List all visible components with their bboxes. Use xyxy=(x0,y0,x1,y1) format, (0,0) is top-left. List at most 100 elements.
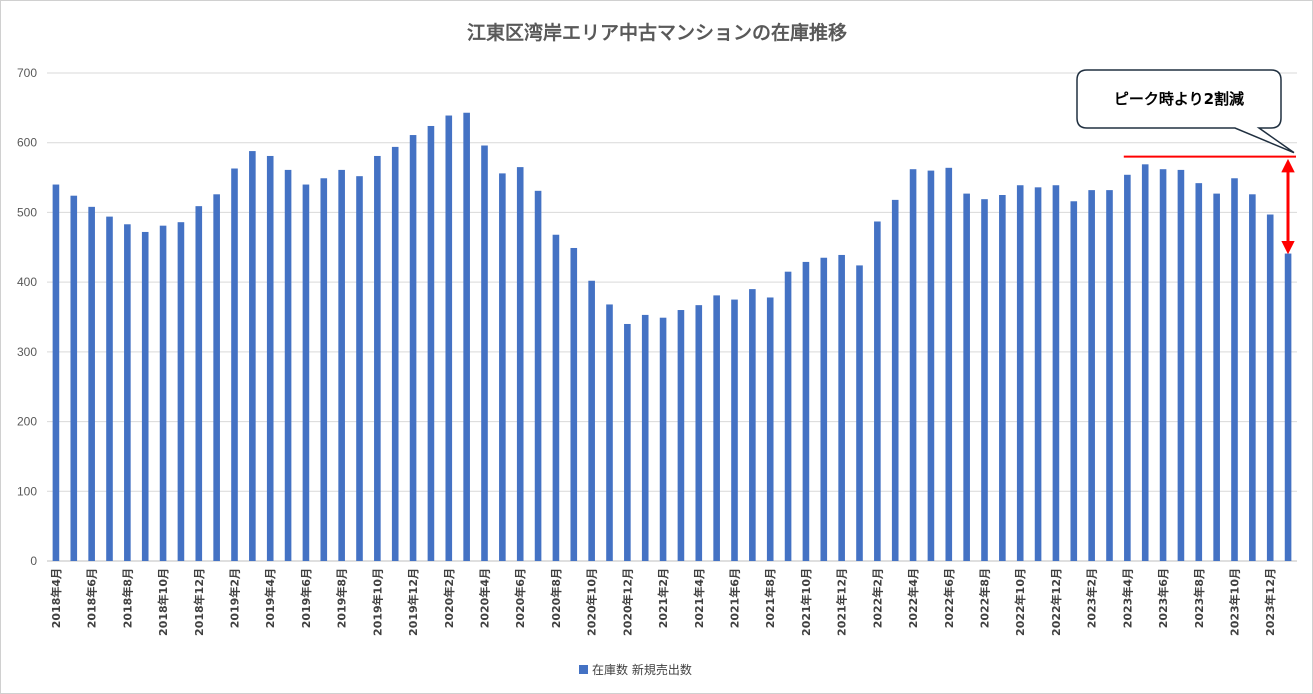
x-tick-label-2020年6月: 2020年6月 xyxy=(513,568,527,628)
x-tick-label-2022年10月: 2022年10月 xyxy=(1013,568,1027,636)
x-tick-label-2021年6月: 2021年6月 xyxy=(728,568,742,628)
bar-2022年1月 xyxy=(856,265,863,561)
x-tick-label-2021年8月: 2021年8月 xyxy=(763,568,777,628)
bar-2020年2月 xyxy=(445,115,453,562)
bar-2019年8月 xyxy=(338,169,345,561)
bar-2020年7月 xyxy=(534,190,542,561)
bar-2022年4月 xyxy=(909,169,917,561)
bar-2020年8月 xyxy=(552,234,560,562)
bar-2023年2月 xyxy=(1088,190,1095,561)
bar-2021年12月 xyxy=(838,254,845,561)
bar-2020年5月 xyxy=(499,173,506,562)
bar-2021年5月 xyxy=(713,295,720,561)
bar-2018年4月 xyxy=(52,184,60,562)
bar-2022年9月 xyxy=(999,195,1006,561)
bar-2019年6月 xyxy=(302,184,310,562)
bar-2019年9月 xyxy=(356,176,363,562)
bar-2023年12月 xyxy=(1266,214,1274,561)
bar-2023年9月 xyxy=(1213,193,1220,561)
bar-2018年5月 xyxy=(70,195,78,561)
bar-2018年8月 xyxy=(124,224,131,561)
x-tick-label-2020年2月: 2020年2月 xyxy=(442,568,456,628)
x-tick-label-2022年6月: 2022年6月 xyxy=(942,568,956,628)
bar-2020年12月 xyxy=(624,323,631,561)
x-tick-label-2023年6月: 2023年6月 xyxy=(1156,568,1170,628)
x-tick-label-2019年12月: 2019年12月 xyxy=(406,568,420,636)
bar-2019年12月 xyxy=(409,135,417,561)
x-tick-label-2022年12月: 2022年12月 xyxy=(1049,568,1063,636)
bar-2019年7月 xyxy=(320,178,328,562)
bar-2019年1月 xyxy=(213,194,220,561)
x-tick-label-2018年6月: 2018年6月 xyxy=(85,568,99,628)
bar-2021年2月 xyxy=(659,317,667,561)
bar-2023年11月 xyxy=(1249,194,1256,561)
bar-2023年6月 xyxy=(1159,169,1167,561)
y-tick-label-600: 600 xyxy=(17,136,37,150)
bar-2021年4月 xyxy=(695,305,703,561)
x-tick-label-2019年6月: 2019年6月 xyxy=(299,568,313,628)
bar-2019年5月 xyxy=(284,169,292,561)
x-tick-label-2018年8月: 2018年8月 xyxy=(120,568,134,628)
bar-2024年1月 xyxy=(1284,253,1292,561)
callout-text: ピーク時より2割減 xyxy=(1114,90,1244,108)
bar-2018年12月 xyxy=(195,206,203,561)
bar-2020年9月 xyxy=(570,247,578,562)
bar-2023年10月 xyxy=(1231,178,1238,562)
legend-label: 在庫数 新規売出数 xyxy=(592,662,692,677)
bar-2021年10月 xyxy=(802,261,810,561)
bar-2020年11月 xyxy=(606,304,613,561)
bar-2018年7月 xyxy=(106,216,113,561)
bar-2020年3月 xyxy=(463,112,470,561)
x-axis: 2018年4月 2018年6月 2018年8月 2018年10月 2018年12月 201… xyxy=(49,568,1277,636)
y-tick-label-700: 700 xyxy=(17,66,37,80)
bar-2022年7月 xyxy=(963,193,970,561)
bar-2018年10月 xyxy=(159,225,167,561)
x-tick-label-2020年8月: 2020年8月 xyxy=(549,568,563,628)
bar-2021年9月 xyxy=(784,271,792,561)
legend-swatch xyxy=(579,665,588,674)
y-tick-label-500: 500 xyxy=(17,205,37,219)
y-tick-label-100: 100 xyxy=(17,484,37,498)
bar-2020年6月 xyxy=(516,167,524,561)
bar-2019年2月 xyxy=(231,168,238,561)
x-tick-label-2018年12月: 2018年12月 xyxy=(192,568,206,636)
x-tick-label-2019年2月: 2019年2月 xyxy=(228,568,242,628)
bar-2019年10月 xyxy=(374,155,381,561)
callout-bubble xyxy=(1076,69,1295,154)
bar-2021年1月 xyxy=(641,314,649,561)
y-tick-label-0: 0 xyxy=(30,554,37,568)
bar-2021年7月 xyxy=(749,289,756,561)
bar-2019年11月 xyxy=(391,146,399,561)
x-tick-label-2019年10月: 2019年10月 xyxy=(370,568,384,636)
bar-2018年9月 xyxy=(141,231,149,561)
bar-2023年5月 xyxy=(1141,164,1149,561)
bar-2022年2月 xyxy=(874,221,881,561)
x-tick-label-2023年8月: 2023年8月 xyxy=(1192,568,1206,628)
x-tick-label-2022年2月: 2022年2月 xyxy=(870,568,884,628)
x-tick-label-2019年4月: 2019年4月 xyxy=(263,568,277,628)
chart-title: 江東区湾岸エリア中古マンションの在庫推移 xyxy=(467,21,847,44)
bar-2023年7月 xyxy=(1177,169,1185,561)
bar-2022年12月 xyxy=(1052,185,1060,562)
bar-2020年10月 xyxy=(588,280,595,561)
x-tick-label-2021年12月: 2021年12月 xyxy=(835,568,849,636)
bar-2022年10月 xyxy=(1016,185,1024,562)
bar-series xyxy=(52,112,1292,562)
x-tick-label-2020年10月: 2020年10月 xyxy=(585,568,599,636)
bar-2021年8月 xyxy=(766,297,774,561)
y-tick-label-200: 200 xyxy=(17,415,37,429)
bar-2019年3月 xyxy=(249,151,256,561)
bar-2023年3月 xyxy=(1106,190,1113,561)
bar-2020年1月 xyxy=(427,125,435,562)
bar-2021年11月 xyxy=(820,257,828,561)
bar-2023年1月 xyxy=(1070,201,1078,561)
x-tick-label-2020年4月: 2020年4月 xyxy=(478,568,492,628)
x-tick-label-2020年12月: 2020年12月 xyxy=(620,568,634,636)
bar-2022年11月 xyxy=(1034,187,1042,561)
x-tick-label-2018年4月: 2018年4月 xyxy=(49,568,63,628)
bar-2018年6月 xyxy=(88,206,95,561)
x-tick-label-2022年8月: 2022年8月 xyxy=(978,568,992,628)
x-tick-label-2021年4月: 2021年4月 xyxy=(692,568,706,628)
x-tick-label-2022年4月: 2022年4月 xyxy=(906,568,920,628)
